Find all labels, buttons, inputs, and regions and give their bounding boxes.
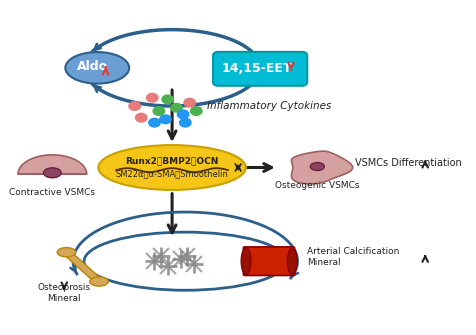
Text: Osteoprosis
Mineral: Osteoprosis Mineral	[38, 283, 90, 303]
Ellipse shape	[310, 162, 324, 171]
FancyBboxPatch shape	[213, 52, 307, 86]
Circle shape	[146, 93, 158, 102]
Text: Inflammatory Cytokines: Inflammatory Cytokines	[207, 101, 331, 111]
Polygon shape	[291, 151, 352, 184]
Ellipse shape	[287, 248, 297, 274]
Polygon shape	[18, 155, 87, 174]
Ellipse shape	[241, 250, 249, 273]
Circle shape	[179, 118, 190, 127]
Text: VSMCs Differentiation: VSMCs Differentiation	[354, 157, 461, 168]
Ellipse shape	[84, 232, 286, 290]
Circle shape	[135, 113, 147, 122]
Text: Aldo: Aldo	[77, 60, 108, 73]
Circle shape	[129, 102, 140, 110]
Polygon shape	[63, 250, 102, 283]
Ellipse shape	[241, 248, 250, 274]
Circle shape	[153, 107, 164, 115]
Text: 14,15-EET: 14,15-EET	[221, 62, 292, 75]
Text: Contractive VSMCs: Contractive VSMCs	[10, 188, 95, 197]
Ellipse shape	[65, 52, 129, 84]
Text: Arterial Calcification
Mineral: Arterial Calcification Mineral	[307, 248, 399, 267]
Ellipse shape	[43, 168, 61, 178]
Ellipse shape	[98, 145, 245, 190]
Text: SM22α、α-SMA、Smoothelin: SM22α、α-SMA、Smoothelin	[115, 170, 228, 179]
Text: Runx2、BMP2、OCN: Runx2、BMP2、OCN	[125, 156, 218, 165]
Ellipse shape	[288, 250, 296, 273]
Ellipse shape	[89, 277, 108, 286]
Circle shape	[190, 107, 202, 115]
Text: Osteogenic VSMCs: Osteogenic VSMCs	[275, 182, 359, 191]
Circle shape	[177, 110, 188, 119]
Circle shape	[170, 104, 182, 112]
Circle shape	[159, 115, 171, 124]
Circle shape	[162, 95, 173, 104]
Circle shape	[184, 98, 195, 107]
FancyBboxPatch shape	[243, 247, 294, 275]
Ellipse shape	[57, 248, 76, 257]
Circle shape	[149, 118, 160, 127]
